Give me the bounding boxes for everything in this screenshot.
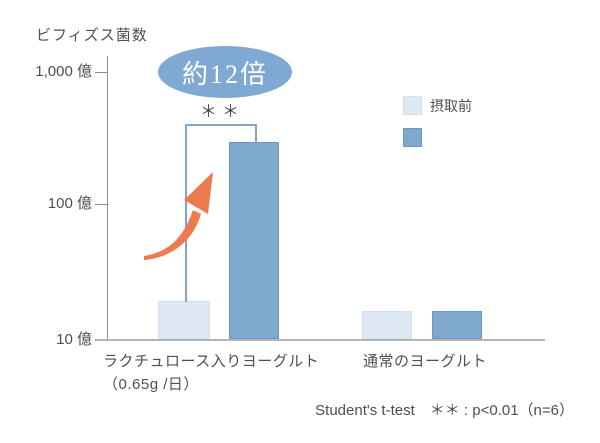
x-baseline bbox=[95, 339, 545, 341]
bar-after-group1 bbox=[229, 142, 279, 339]
legend-label-before: 摂取前 bbox=[430, 98, 472, 114]
y-tick-100 bbox=[95, 204, 107, 205]
growth-arrow-icon bbox=[144, 172, 213, 260]
footnote-stats: Student's t-test ＊＊ : p<0.01（n=6） bbox=[315, 402, 574, 419]
y-tick-label-100: 100 億 bbox=[47, 195, 92, 212]
bar-after-group2 bbox=[432, 311, 482, 339]
bar-before-group1 bbox=[158, 301, 210, 339]
y-tick-1000 bbox=[95, 72, 107, 73]
significance-bracket-left bbox=[185, 124, 187, 302]
ratio-badge: 約12倍 bbox=[158, 46, 292, 98]
bar-before-group2 bbox=[362, 311, 412, 339]
x-label-group2: 通常のヨーグルト bbox=[363, 353, 488, 370]
significance-bracket-top bbox=[185, 124, 257, 126]
y-axis-line bbox=[107, 56, 108, 340]
y-tick-label-1000: 1,000 億 bbox=[35, 63, 92, 80]
y-tick-label-10: 10 億 bbox=[56, 331, 92, 348]
significance-marker: ＊＊ bbox=[200, 102, 244, 121]
legend-swatch-after bbox=[403, 128, 422, 147]
x-label-group1-dose: （0.65g /日） bbox=[103, 376, 199, 393]
x-label-group1: ラクチュロース入りヨーグルト bbox=[103, 353, 320, 370]
chart-title: ビフィズス菌数 bbox=[36, 27, 148, 44]
legend-swatch-before bbox=[403, 96, 422, 115]
significance-bracket-right bbox=[255, 124, 257, 144]
